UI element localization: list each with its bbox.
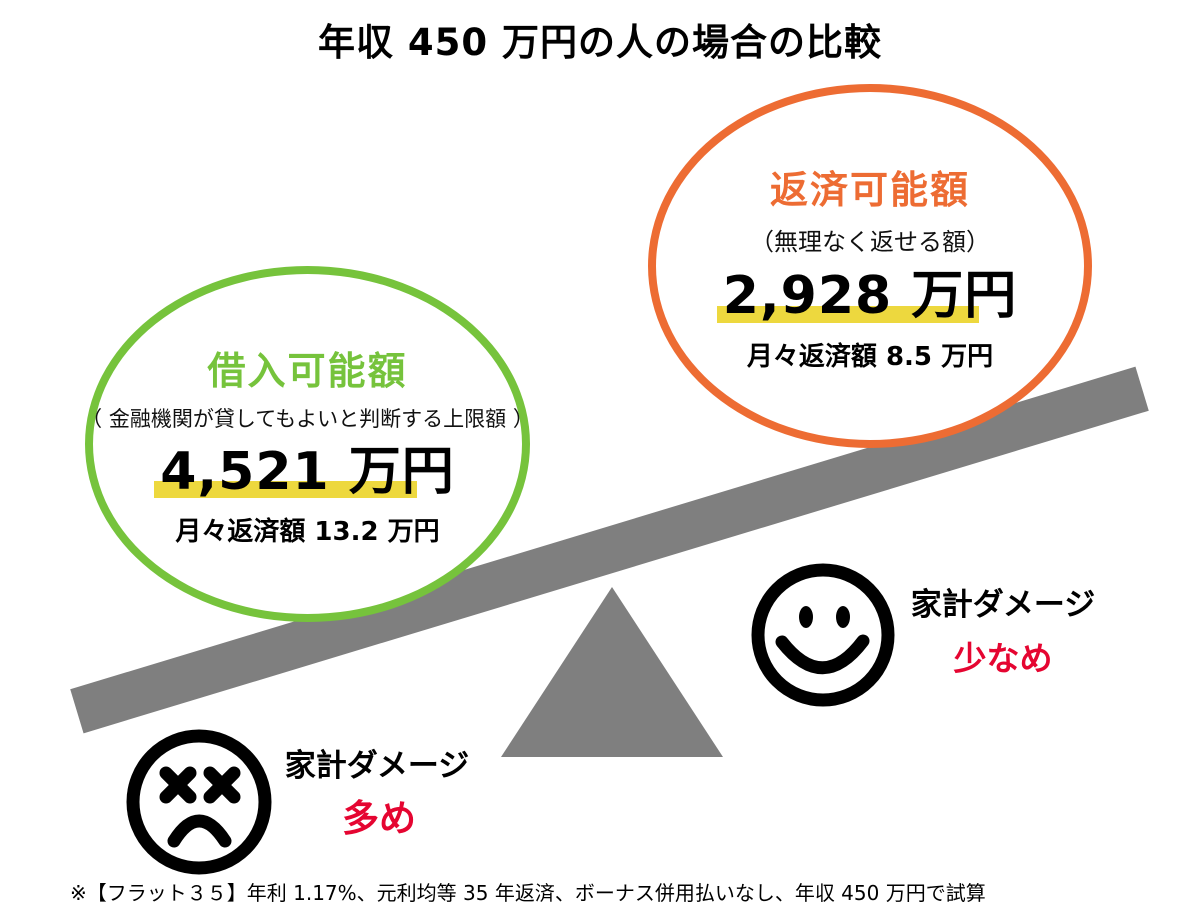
- page-title: 年収 450 万円の人の場合の比較: [318, 21, 882, 64]
- borrowable-heading: 借入可能額: [207, 348, 408, 393]
- left-damage-label: 家計ダメージ: [284, 748, 470, 784]
- repayable-heading: 返済可能額: [769, 168, 970, 213]
- footnote-assumptions: ※【フラット３５】年利 1.17%、元利均等 35 年返済、ボーナス併用払いなし…: [70, 881, 986, 905]
- borrowable-subheading: （ 金融機関が貸してもよいと判断する上限額 ）: [81, 406, 534, 431]
- borrowable-amount-value: 4,521 万円: [154, 441, 455, 502]
- borrowable-monthly-payment: 月々返済額 13.2 万円: [175, 517, 440, 548]
- repayable-amount-bubble: 返済可能額 （無理なく返せる額） 2,928 万円 月々返済額 8.5 万円: [648, 84, 1092, 448]
- right-damage-level: 少なめ: [953, 639, 1053, 678]
- repayable-subheading: （無理なく返せる額）: [750, 228, 990, 257]
- smiley-face-icon: [751, 563, 895, 707]
- dead-face-icon: [125, 728, 273, 876]
- seesaw-fulcrum-triangle: [501, 587, 723, 757]
- right-damage-label: 家計ダメージ: [910, 587, 1096, 623]
- left-damage-level: 多め: [342, 797, 416, 840]
- borrowable-amount-bubble: 借入可能額 （ 金融機関が貸してもよいと判断する上限額 ） 4,521 万円 月…: [81, 266, 534, 622]
- repayable-amount-value: 2,928 万円: [716, 266, 1018, 327]
- repayable-monthly-payment: 月々返済額 8.5 万円: [746, 341, 994, 372]
